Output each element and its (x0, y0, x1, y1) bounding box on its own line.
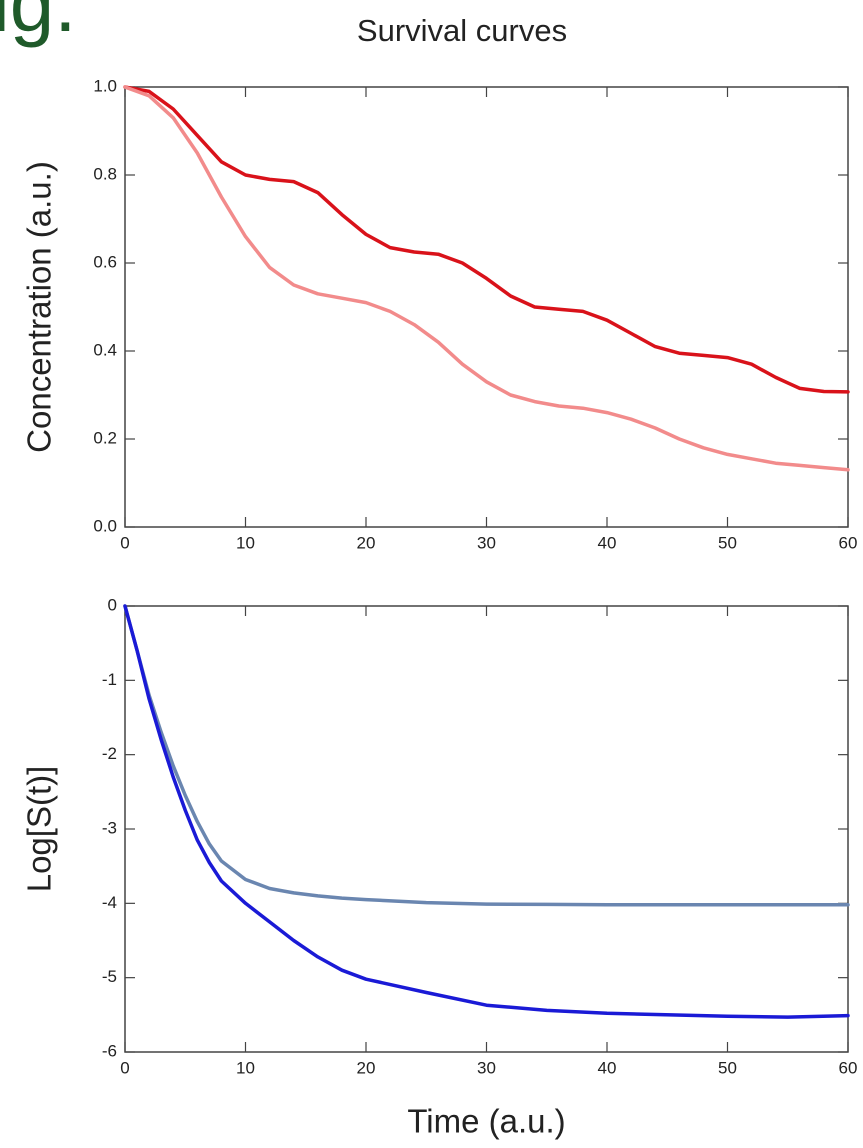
y-axis-label: Log[S(t)] (21, 766, 58, 893)
chart-title: Survival curves (357, 13, 567, 48)
y-tick-label: -4 (102, 893, 117, 912)
x-tick-label: 40 (598, 533, 617, 552)
y-tick-label: 1.0 (93, 76, 117, 95)
x-tick-label: 60 (839, 533, 858, 552)
plot-frame (124, 605, 849, 1053)
y-tick-label: 0.8 (93, 164, 117, 183)
y-tick-label: -1 (102, 670, 117, 689)
y-tick-label: 0.6 (93, 252, 117, 271)
x-tick-label: 0 (120, 1058, 129, 1077)
x-tick-label: 50 (718, 533, 737, 552)
x-tick-label: 50 (718, 1058, 737, 1077)
curve (123, 604, 850, 1019)
y-tick-label: -3 (102, 818, 117, 837)
x-tick-label: 40 (598, 1058, 617, 1077)
curve (123, 604, 850, 907)
x-tick-label: 0 (120, 533, 129, 552)
figure-label: ig. (0, 0, 77, 48)
curve (123, 85, 850, 394)
x-tick-label: 30 (477, 533, 496, 552)
y-tick-label: 0.0 (93, 516, 117, 535)
x-tick-label: 60 (839, 1058, 858, 1077)
y-tick-label: 0.4 (93, 340, 117, 359)
y-tick-label: -5 (102, 967, 117, 986)
x-tick-label: 20 (357, 533, 376, 552)
y-axis-label: Concentration (a.u.) (21, 161, 58, 453)
x-axis-label: Time (a.u.) (407, 1103, 565, 1140)
y-tick-label: -6 (102, 1041, 117, 1060)
x-tick-label: 10 (236, 533, 255, 552)
plot-frame (124, 86, 849, 528)
y-tick-label: 0 (108, 595, 117, 614)
curve (123, 85, 850, 472)
x-tick-label: 30 (477, 1058, 496, 1077)
x-tick-label: 10 (236, 1058, 255, 1077)
y-tick-label: 0.2 (93, 428, 117, 447)
x-tick-label: 20 (357, 1058, 376, 1077)
y-tick-label: -2 (102, 744, 117, 763)
